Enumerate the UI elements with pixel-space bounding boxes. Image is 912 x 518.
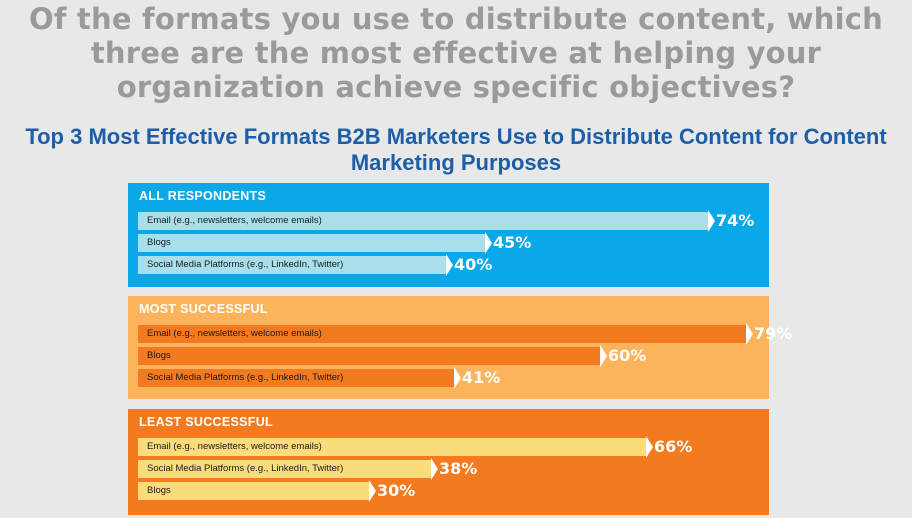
bar-arrow-icon bbox=[708, 210, 715, 232]
panel-title: LEAST SUCCESSFUL bbox=[139, 415, 273, 429]
bar-label: Blogs bbox=[147, 485, 171, 496]
bar-label: Email (e.g., newsletters, welcome emails… bbox=[147, 441, 322, 452]
bar-value-label: 74% bbox=[716, 211, 755, 230]
bar: Blogs 45% bbox=[138, 232, 531, 254]
bar: Email (e.g., newsletters, welcome emails… bbox=[138, 436, 692, 458]
bar-arrow-icon bbox=[746, 323, 753, 345]
bar: Email (e.g., newsletters, welcome emails… bbox=[138, 323, 792, 345]
panel-title: ALL RESPONDENTS bbox=[139, 189, 267, 203]
bar-value-label: 38% bbox=[439, 459, 478, 478]
bar-label: Social Media Platforms (e.g., LinkedIn, … bbox=[147, 259, 344, 270]
bar: Blogs 60% bbox=[138, 345, 646, 367]
bar: Social Media Platforms (e.g., LinkedIn, … bbox=[138, 254, 492, 276]
bar-arrow-icon bbox=[600, 345, 607, 367]
chart-title: Top 3 Most Effective Formats B2B Markete… bbox=[25, 124, 887, 175]
bar-arrow-icon bbox=[446, 254, 453, 276]
bar-label: Social Media Platforms (e.g., LinkedIn, … bbox=[147, 463, 344, 474]
panel-most-successful: MOST SUCCESSFUL Email (e.g., newsletters,… bbox=[128, 296, 792, 399]
panel-least-successful: LEAST SUCCESSFUL Email (e.g., newsletters… bbox=[128, 409, 769, 515]
bar: Blogs 30% bbox=[138, 480, 415, 502]
panel-all-respondents: ALL RESPONDENTS Email (e.g., newsletters,… bbox=[128, 183, 769, 287]
bar-arrow-icon bbox=[454, 367, 461, 389]
panel-title: MOST SUCCESSFUL bbox=[139, 302, 268, 316]
bar-arrow-icon bbox=[431, 458, 438, 480]
bar: Social Media Platforms (e.g., LinkedIn, … bbox=[138, 458, 477, 480]
bar-value-label: 79% bbox=[754, 324, 793, 343]
bar-value-label: 41% bbox=[462, 368, 501, 387]
bar-label: Blogs bbox=[147, 350, 171, 361]
bar-arrow-icon bbox=[369, 480, 376, 502]
bar-value-label: 30% bbox=[377, 481, 416, 500]
bar: Social Media Platforms (e.g., LinkedIn, … bbox=[138, 367, 500, 389]
bar-label: Email (e.g., newsletters, welcome emails… bbox=[147, 328, 322, 339]
bar-label: Social Media Platforms (e.g., LinkedIn, … bbox=[147, 372, 344, 383]
bar-value-label: 66% bbox=[654, 437, 693, 456]
bar-value-label: 40% bbox=[454, 255, 493, 274]
bar-value-label: 60% bbox=[608, 346, 647, 365]
bar-label: Blogs bbox=[147, 237, 171, 248]
bar-value-label: 45% bbox=[493, 233, 532, 252]
bar-arrow-icon bbox=[646, 436, 653, 458]
bar: Email (e.g., newsletters, welcome emails… bbox=[138, 210, 754, 232]
bar-arrow-icon bbox=[485, 232, 492, 254]
bar-label: Email (e.g., newsletters, welcome emails… bbox=[147, 215, 322, 226]
question-heading: Of the formats you use to distribute con… bbox=[28, 2, 884, 104]
